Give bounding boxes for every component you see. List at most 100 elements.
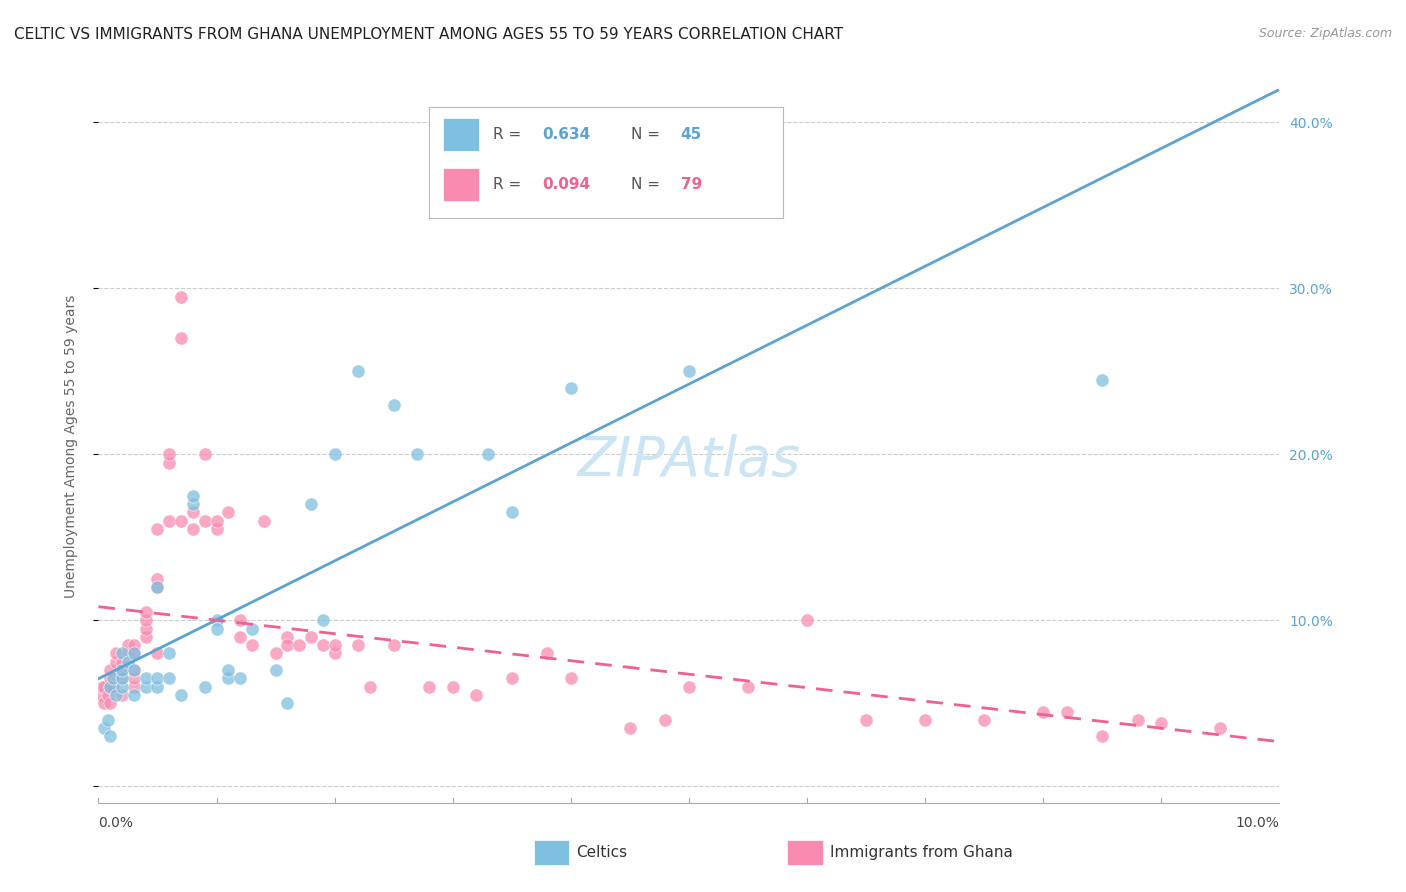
Point (240, 638, 263, 652)
Point (276, 638, 298, 652)
Point (101, 680, 124, 694)
Point (382, 397, 405, 411)
Point (97, 713, 120, 727)
Point (240, 622, 263, 636)
Point (217, 671, 239, 685)
Point (117, 638, 139, 652)
Text: Source: ZipAtlas.com: Source: ZipAtlas.com (1258, 27, 1392, 40)
Point (157, 647, 180, 661)
Point (441, 680, 464, 694)
Point (111, 671, 134, 685)
Point (105, 688, 128, 702)
Text: 0.0%: 0.0% (98, 816, 134, 830)
Point (1056, 705, 1078, 719)
Point (98, 671, 121, 685)
Point (101, 671, 124, 685)
Point (229, 613, 252, 627)
Point (1091, 373, 1114, 387)
Point (93, 721, 115, 735)
Point (418, 680, 440, 694)
Point (117, 655, 139, 669)
Point (157, 456, 180, 470)
Point (170, 688, 193, 702)
Point (914, 713, 936, 727)
Point (90, 688, 112, 702)
Point (181, 505, 204, 519)
Point (560, 381, 582, 395)
Point (501, 671, 523, 685)
Point (477, 447, 499, 461)
Point (654, 713, 676, 727)
Point (93, 680, 115, 694)
Point (111, 647, 134, 661)
Point (299, 630, 322, 644)
Point (678, 364, 700, 378)
Point (560, 671, 582, 685)
Point (135, 613, 157, 627)
Point (98, 680, 121, 694)
Point (288, 638, 311, 652)
Point (323, 638, 346, 652)
Point (122, 663, 145, 677)
Point (122, 647, 145, 661)
Text: CELTIC VS IMMIGRANTS FROM GHANA UNEMPLOYMENT AMONG AGES 55 TO 59 YEARS CORRELATI: CELTIC VS IMMIGRANTS FROM GHANA UNEMPLOY… (14, 27, 844, 42)
Point (276, 696, 298, 710)
Point (465, 688, 488, 702)
Point (111, 680, 134, 694)
Point (146, 671, 169, 685)
Text: ZIPAtlas: ZIPAtlas (578, 434, 800, 487)
Point (205, 522, 228, 536)
Point (170, 331, 193, 345)
Point (135, 671, 157, 685)
Point (229, 671, 252, 685)
Point (135, 630, 157, 644)
Point (105, 647, 128, 661)
Point (98, 663, 121, 677)
Point (91, 680, 114, 694)
Point (135, 680, 157, 694)
Point (122, 680, 145, 694)
Point (229, 630, 252, 644)
Point (1032, 705, 1054, 719)
Point (796, 613, 818, 627)
Text: Celtics: Celtics (576, 846, 627, 860)
Point (111, 671, 134, 685)
Point (205, 613, 228, 627)
Point (441, 198, 464, 212)
Point (135, 605, 157, 619)
Point (105, 655, 128, 669)
Point (146, 680, 169, 694)
Point (146, 522, 169, 536)
Point (157, 514, 180, 528)
Point (855, 713, 877, 727)
Point (157, 447, 180, 461)
Point (619, 721, 641, 735)
Y-axis label: Unemployment Among Ages 55 to 59 years: Unemployment Among Ages 55 to 59 years (63, 294, 77, 598)
Point (973, 713, 995, 727)
Point (98, 696, 121, 710)
Point (264, 663, 287, 677)
Point (347, 364, 370, 378)
Point (181, 497, 204, 511)
Point (382, 638, 405, 652)
Point (276, 630, 298, 644)
Point (146, 572, 169, 586)
Point (98, 730, 121, 744)
Text: 10.0%: 10.0% (1236, 816, 1279, 830)
Point (678, 680, 700, 694)
Point (146, 580, 169, 594)
Point (97, 688, 120, 702)
Point (217, 663, 239, 677)
Point (122, 663, 145, 677)
Point (157, 671, 180, 685)
Point (181, 522, 204, 536)
Point (536, 647, 558, 661)
Point (1126, 713, 1149, 727)
Point (205, 514, 228, 528)
Point (98, 680, 121, 694)
Point (253, 514, 276, 528)
Point (347, 638, 370, 652)
Point (111, 655, 134, 669)
Point (217, 505, 239, 519)
Point (323, 447, 346, 461)
